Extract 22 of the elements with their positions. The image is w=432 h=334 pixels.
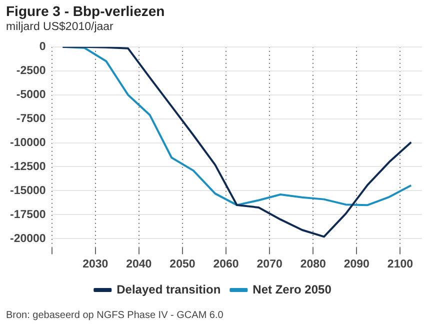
x-tick-label: 2060 [213,258,239,270]
legend-label: Net Zero 2050 [252,282,332,296]
chart-title: Figure 3 - Bbp-verliezen [6,3,165,19]
y-tick-label: -2500 [16,65,46,78]
text: Bron: gebaseerd op NGFS Phase IV - GCAM 6.0 [6,310,224,321]
y-tick-label: 0 [39,41,46,54]
legend-label: Delayed transition [116,282,221,296]
y-tick-label: -15000 [10,184,46,197]
x-tick-label: 2030 [82,258,108,270]
y-tick-label: -7500 [16,112,46,125]
x-tick-label: 2050 [170,258,196,270]
y-tick-label: -5000 [16,89,46,101]
y-tick-label: -20000 [10,232,46,245]
x-tick-label: 2100 [387,258,414,270]
x-tick-label: 2080 [300,258,326,270]
y-tick-label: -17500 [10,208,46,221]
x-tick-label: 2090 [344,258,370,270]
x-tick-label: 2070 [256,258,282,270]
chart-subtitle: miljard US$2010/jaar [6,21,114,33]
y-tick-label: -10000 [10,136,46,149]
y-tick-label: -12500 [10,160,46,173]
x-tick-label: 2040 [126,258,152,270]
